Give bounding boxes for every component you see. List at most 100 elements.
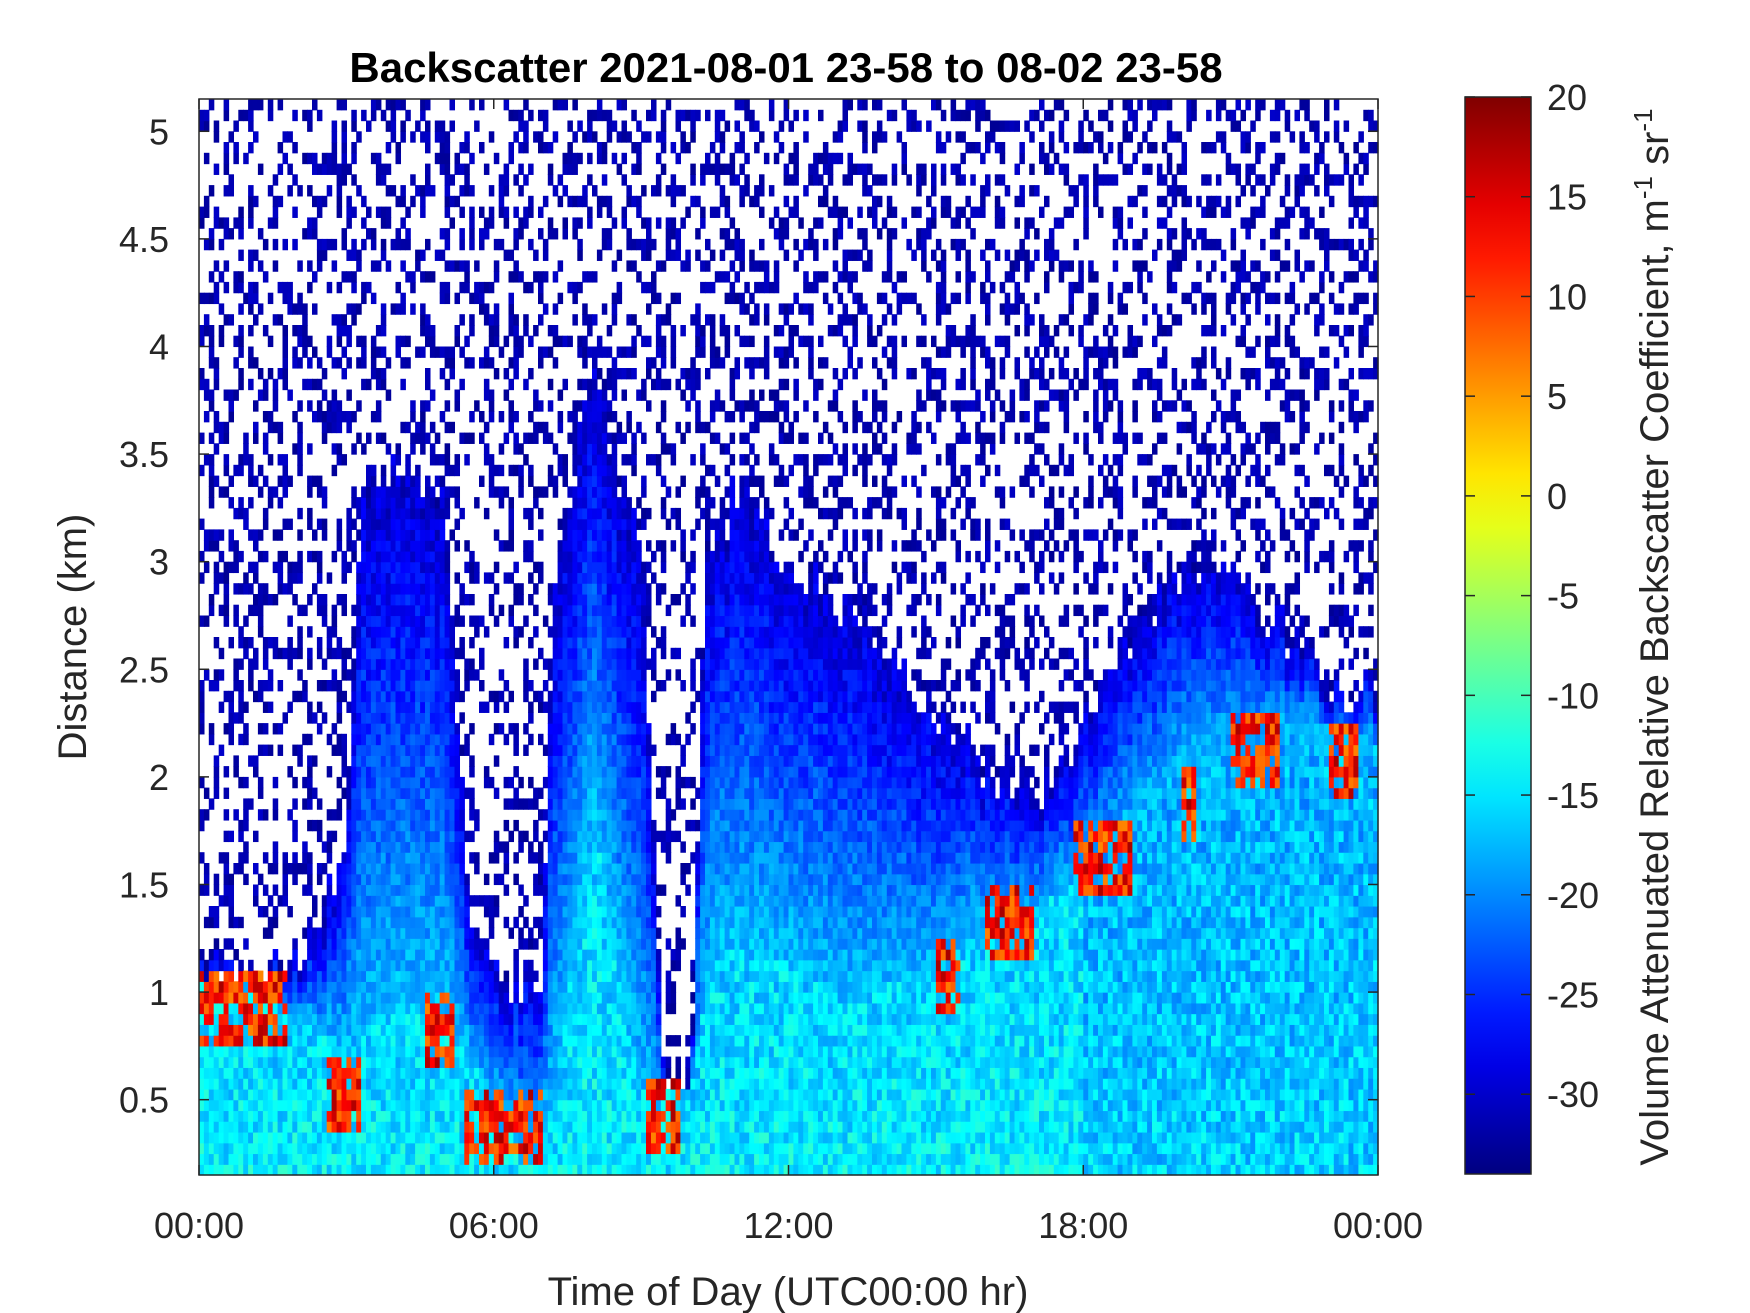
- heatmap-cell: [213, 163, 220, 175]
- heatmap-cell: [262, 927, 269, 939]
- heatmap-cell: [238, 981, 244, 993]
- heatmap-cell: [385, 981, 392, 993]
- heatmap-cell: [297, 755, 303, 767]
- heatmap-cell: [199, 1164, 205, 1176]
- heatmap-cell: [606, 131, 613, 143]
- heatmap-cell: [380, 1024, 387, 1036]
- heatmap-cell: [547, 723, 554, 735]
- heatmap-cell: [459, 863, 465, 875]
- heatmap-cell: [434, 669, 441, 681]
- heatmap-cell: [400, 712, 406, 724]
- heatmap-cell: [267, 981, 274, 993]
- heatmap-cell: [488, 1153, 495, 1165]
- heatmap-cell: [253, 690, 259, 703]
- heatmap-cell: [361, 637, 367, 649]
- heatmap-cell: [552, 637, 559, 649]
- heatmap-cell: [287, 1110, 293, 1122]
- heatmap-cell: [562, 1013, 569, 1025]
- heatmap-cell: [410, 830, 416, 843]
- heatmap-cell: [464, 1045, 470, 1058]
- heatmap-cell: [208, 292, 215, 305]
- heatmap-cell: [248, 1013, 254, 1025]
- heatmap-cell: [444, 615, 451, 627]
- heatmap-cell: [474, 1056, 480, 1068]
- heatmap-cell: [601, 658, 608, 670]
- heatmap-cell: [297, 647, 303, 660]
- heatmap-cell: [528, 637, 534, 649]
- heatmap-cell: [425, 884, 431, 896]
- heatmap-cell: [316, 938, 323, 950]
- heatmap-cell: [208, 185, 215, 197]
- heatmap-cell: [253, 131, 259, 143]
- heatmap-cell: [341, 906, 348, 918]
- heatmap-cell: [390, 1002, 397, 1015]
- heatmap-cell: [513, 959, 519, 972]
- heatmap-cell: [552, 841, 559, 853]
- heatmap-cell: [321, 238, 328, 251]
- heatmap-cell: [557, 949, 564, 961]
- heatmap-cell: [297, 292, 303, 305]
- heatmap-cell: [366, 228, 372, 240]
- heatmap-cell: [390, 938, 397, 950]
- heatmap-cell: [434, 906, 441, 918]
- heatmap-cell: [199, 292, 205, 305]
- heatmap-cell: [547, 1002, 554, 1015]
- heatmap-cell: [533, 1024, 539, 1036]
- heatmap-cell: [498, 1002, 505, 1015]
- heatmap-cell: [577, 238, 583, 251]
- heatmap-cell: [592, 583, 598, 595]
- heatmap-cell: [233, 712, 239, 724]
- heatmap-cell: [366, 680, 372, 692]
- heatmap-cell: [336, 174, 343, 186]
- heatmap-cell: [459, 916, 465, 929]
- heatmap-cell: [420, 1132, 426, 1144]
- heatmap-cell: [493, 152, 500, 165]
- heatmap-cell: [498, 723, 505, 735]
- heatmap-cell: [248, 959, 254, 972]
- heatmap-cell: [395, 346, 402, 358]
- heatmap-cell: [542, 249, 549, 261]
- heatmap-cell: [380, 906, 387, 918]
- heatmap-cell: [592, 1013, 598, 1025]
- heatmap-cell: [601, 669, 608, 681]
- heatmap-cell: [572, 464, 578, 477]
- heatmap-cell: [425, 142, 431, 154]
- heatmap-cell: [508, 1110, 515, 1122]
- heatmap-cell: [361, 701, 367, 713]
- heatmap-cell: [552, 798, 559, 810]
- heatmap-cell: [257, 626, 264, 638]
- heatmap-cell: [557, 1056, 564, 1068]
- heatmap-cell: [596, 647, 603, 660]
- heatmap-cell: [444, 443, 451, 455]
- heatmap-cell: [223, 863, 230, 875]
- heatmap-cell: [380, 1045, 387, 1058]
- heatmap-cell: [479, 99, 485, 111]
- heatmap-cell: [233, 281, 239, 294]
- heatmap-cell: [493, 1024, 500, 1036]
- heatmap-cell: [557, 916, 564, 929]
- heatmap-cell: [606, 486, 613, 498]
- heatmap-cell: [454, 1013, 461, 1025]
- heatmap-cell: [474, 497, 480, 509]
- heatmap-cell: [356, 830, 362, 843]
- heatmap-cell: [331, 357, 338, 369]
- heatmap-cell: [208, 959, 215, 972]
- heatmap-cell: [498, 1164, 505, 1176]
- heatmap-cell: [248, 325, 254, 337]
- heatmap-cell: [400, 701, 406, 713]
- heatmap-cell: [331, 895, 338, 907]
- heatmap-cell: [587, 497, 593, 509]
- heatmap-cell: [366, 540, 372, 552]
- heatmap-cell: [410, 174, 416, 186]
- heatmap-cell: [203, 863, 210, 875]
- heatmap-cell: [488, 572, 495, 584]
- heatmap-cell: [454, 787, 461, 799]
- heatmap-cell: [434, 1013, 441, 1025]
- heatmap-cell: [444, 378, 451, 391]
- heatmap-cell: [415, 970, 421, 982]
- heatmap-cell: [238, 271, 244, 283]
- heatmap-cell: [223, 1002, 230, 1015]
- heatmap-cell: [208, 970, 215, 982]
- heatmap-cell: [395, 712, 402, 724]
- heatmap-cell: [238, 1078, 244, 1090]
